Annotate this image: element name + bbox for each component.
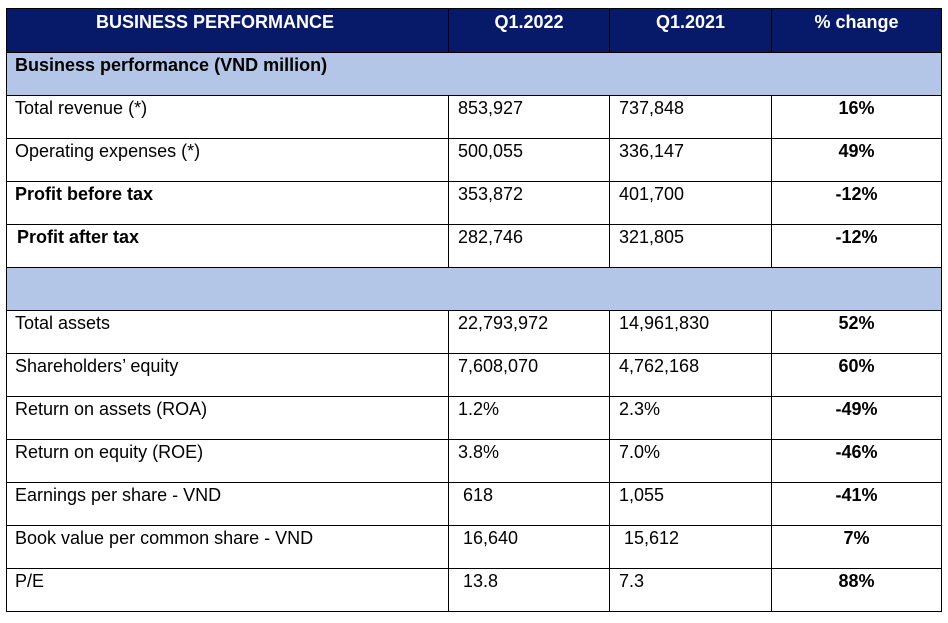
section-row: Business performance (VND million) bbox=[6, 52, 942, 96]
value-q1-2022: 618 bbox=[448, 482, 610, 526]
section-row bbox=[6, 267, 942, 311]
value-q1-2022: 7,608,070 bbox=[448, 353, 610, 397]
row-label: Return on assets (ROA) bbox=[6, 396, 449, 440]
table-row: Profit after tax 282,746 321,805 -12% bbox=[6, 224, 942, 268]
value-q1-2021: 7.0% bbox=[609, 439, 772, 483]
table-row: Total assets 22,793,972 14,961,830 52% bbox=[6, 310, 942, 354]
value-q1-2021: 336,147 bbox=[609, 138, 772, 182]
value-q1-2021: 15,612 bbox=[609, 525, 772, 569]
table-row: Shareholders’ equity 7,608,070 4,762,168… bbox=[6, 353, 942, 397]
value-change: 88% bbox=[771, 568, 942, 612]
value-q1-2022: 3.8% bbox=[448, 439, 610, 483]
header-change: % change bbox=[771, 8, 942, 53]
value-change: 49% bbox=[771, 138, 942, 182]
value-change: -12% bbox=[771, 224, 942, 268]
header-q1-2021: Q1.2021 bbox=[609, 8, 772, 53]
section-title: Business performance (VND million) bbox=[6, 52, 942, 96]
value-q1-2021: 321,805 bbox=[609, 224, 772, 268]
row-label: Operating expenses (*) bbox=[6, 138, 449, 182]
value-q1-2022: 353,872 bbox=[448, 181, 610, 225]
value-q1-2022: 500,055 bbox=[448, 138, 610, 182]
value-q1-2022: 22,793,972 bbox=[448, 310, 610, 354]
value-q1-2022: 282,746 bbox=[448, 224, 610, 268]
business-performance-table: BUSINESS PERFORMANCE Q1.2022 Q1.2021 % c… bbox=[6, 8, 942, 612]
value-q1-2022: 853,927 bbox=[448, 95, 610, 139]
value-change: 52% bbox=[771, 310, 942, 354]
value-q1-2021: 14,961,830 bbox=[609, 310, 772, 354]
row-label: Return on equity (ROE) bbox=[6, 439, 449, 483]
row-label: Shareholders’ equity bbox=[6, 353, 449, 397]
value-change: -49% bbox=[771, 396, 942, 440]
table-row: Return on equity (ROE) 3.8% 7.0% -46% bbox=[6, 439, 942, 483]
table-row: Book value per common share - VND 16,640… bbox=[6, 525, 942, 569]
value-q1-2021: 2.3% bbox=[609, 396, 772, 440]
value-q1-2022: 1.2% bbox=[448, 396, 610, 440]
value-q1-2021: 737,848 bbox=[609, 95, 772, 139]
value-q1-2022: 13.8 bbox=[448, 568, 610, 612]
row-label: Book value per common share - VND bbox=[6, 525, 449, 569]
table-row: Return on assets (ROA) 1.2% 2.3% -49% bbox=[6, 396, 942, 440]
header-q1-2022: Q1.2022 bbox=[448, 8, 610, 53]
row-label: P/E bbox=[6, 568, 449, 612]
row-label: Earnings per share - VND bbox=[6, 482, 449, 526]
row-label: Profit before tax bbox=[6, 181, 449, 225]
value-q1-2022: 16,640 bbox=[448, 525, 610, 569]
value-q1-2021: 7.3 bbox=[609, 568, 772, 612]
value-change: -46% bbox=[771, 439, 942, 483]
value-change: 16% bbox=[771, 95, 942, 139]
table-row: Total revenue (*) 853,927 737,848 16% bbox=[6, 95, 942, 139]
row-label: Profit after tax bbox=[6, 224, 449, 268]
value-q1-2021: 401,700 bbox=[609, 181, 772, 225]
value-q1-2021: 1,055 bbox=[609, 482, 772, 526]
row-label: Total revenue (*) bbox=[6, 95, 449, 139]
value-change: 7% bbox=[771, 525, 942, 569]
value-change: -12% bbox=[771, 181, 942, 225]
table-header: BUSINESS PERFORMANCE Q1.2022 Q1.2021 % c… bbox=[6, 8, 942, 53]
table-row: P/E 13.8 7.3 88% bbox=[6, 568, 942, 612]
table-row: Earnings per share - VND 618 1,055 -41% bbox=[6, 482, 942, 526]
value-change: -41% bbox=[771, 482, 942, 526]
table-row: Operating expenses (*) 500,055 336,147 4… bbox=[6, 138, 942, 182]
value-q1-2021: 4,762,168 bbox=[609, 353, 772, 397]
row-label: Total assets bbox=[6, 310, 449, 354]
section-title bbox=[6, 267, 942, 311]
table-row: Profit before tax 353,872 401,700 -12% bbox=[6, 181, 942, 225]
value-change: 60% bbox=[771, 353, 942, 397]
header-label: BUSINESS PERFORMANCE bbox=[6, 8, 449, 53]
